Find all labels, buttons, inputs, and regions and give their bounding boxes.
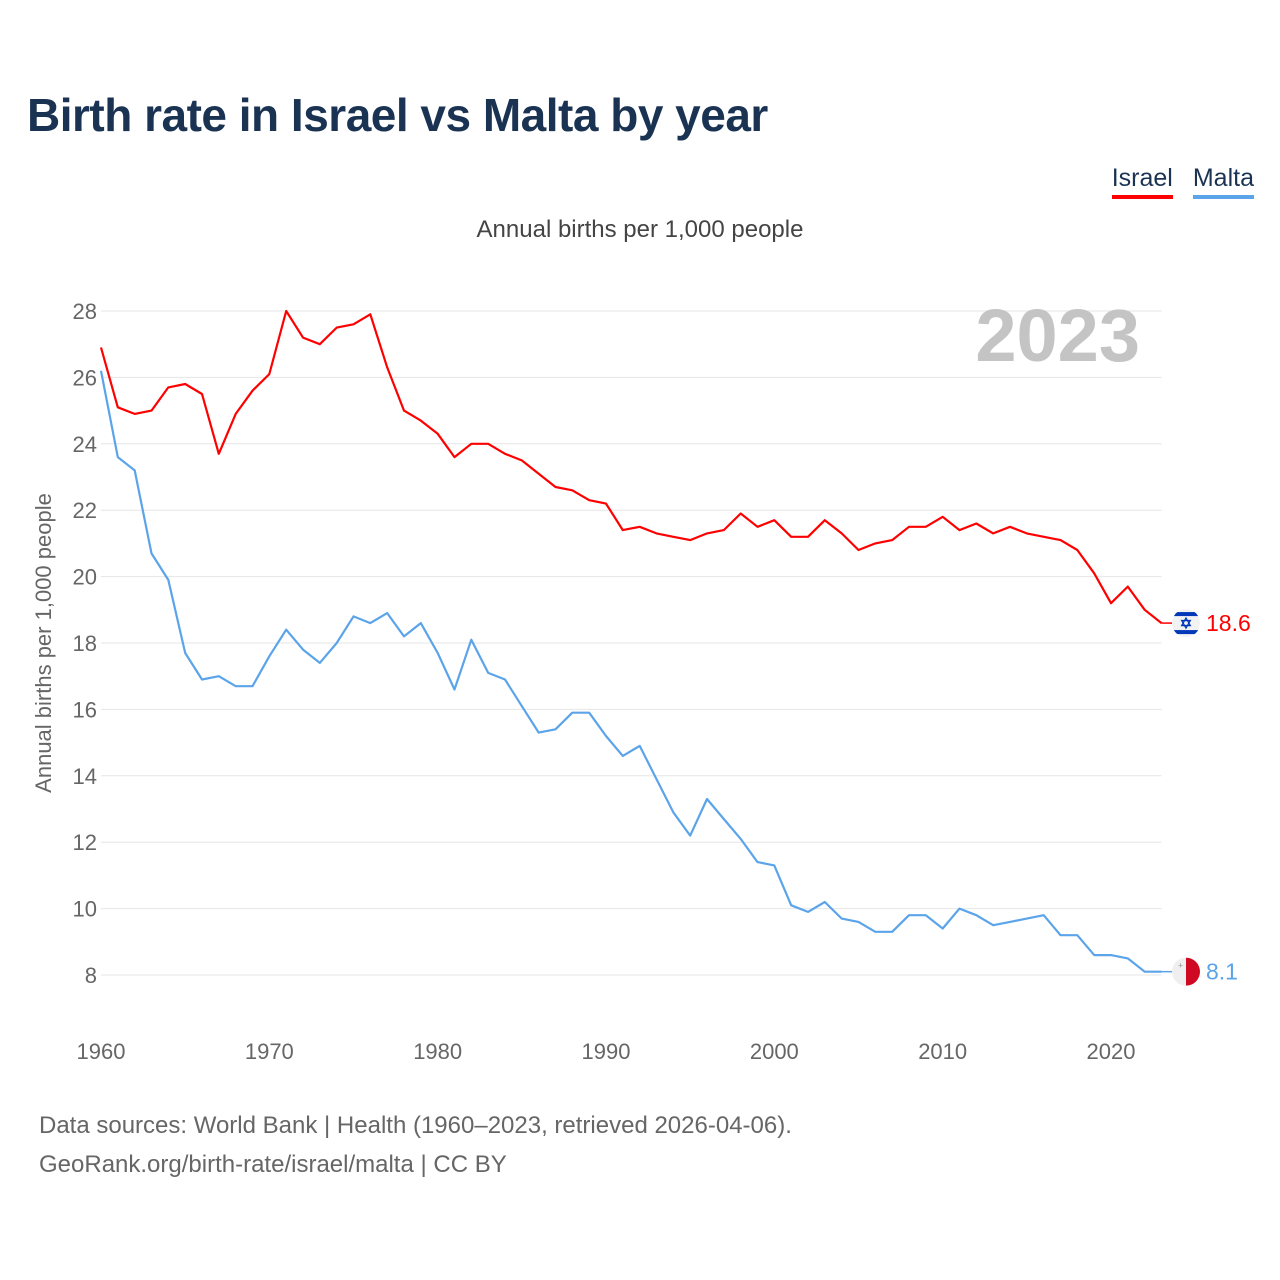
y-tick-label: 10 xyxy=(73,897,97,922)
legend-israel[interactable]: Israel xyxy=(1111,164,1173,199)
footer-url[interactable]: GeoRank.org/birth-rate/israel/malta | CC… xyxy=(39,1151,507,1178)
x-tick-label: 1990 xyxy=(582,1039,631,1064)
footer: Data sources: World Bank | Health (1960–… xyxy=(39,1106,792,1184)
y-tick-label: 12 xyxy=(73,830,97,855)
chart-subtitle: Annual births per 1,000 people xyxy=(476,216,804,243)
flag-body: + xyxy=(1172,957,1200,986)
series-line-malta xyxy=(99,370,1162,973)
y-tick-label: 22 xyxy=(73,498,97,523)
legend: Israel Malta xyxy=(1111,164,1254,199)
y-axis-label: Annual births per 1,000 people xyxy=(31,493,56,793)
end-value-label: 8.1 xyxy=(1206,959,1238,985)
y-tick-label: 8 xyxy=(85,963,97,988)
flag-white xyxy=(1172,957,1186,986)
flag-stripe xyxy=(1172,630,1200,635)
watermark-year: 2023 xyxy=(975,294,1140,377)
y-tick-label: 26 xyxy=(73,365,97,390)
y-tick-label: 28 xyxy=(73,299,97,324)
y-tick-label: 16 xyxy=(73,697,97,722)
y-tick-label: 18 xyxy=(73,631,97,656)
israel-flag-icon xyxy=(1172,609,1200,638)
x-tick-label: 1970 xyxy=(245,1039,294,1064)
malta-flag-icon: + xyxy=(1172,957,1200,986)
star-part xyxy=(1180,616,1192,627)
series-line-israel xyxy=(99,309,1163,624)
x-tick-label: 2020 xyxy=(1087,1039,1136,1064)
footer-sources: Data sources: World Bank | Health (1960–… xyxy=(39,1112,792,1139)
star-part xyxy=(1180,619,1192,630)
y-tick-label: 14 xyxy=(73,764,97,789)
y-tick-label: 20 xyxy=(73,565,97,590)
x-tick-label: 2010 xyxy=(918,1039,967,1064)
flag-stripe xyxy=(1172,612,1200,617)
end-value-label: 18.6 xyxy=(1206,610,1251,636)
x-tick-label: 1960 xyxy=(77,1039,126,1064)
flag-red xyxy=(1186,957,1200,986)
flag-body xyxy=(1172,609,1200,638)
x-tick-label: 2000 xyxy=(750,1039,799,1064)
x-tick-label: 1980 xyxy=(413,1039,462,1064)
legend-malta[interactable]: Malta xyxy=(1192,164,1254,199)
chart-title: Birth rate in Israel vs Malta by year xyxy=(27,89,768,141)
cross-mark: + xyxy=(1178,961,1183,971)
y-tick-label: 24 xyxy=(73,432,97,457)
